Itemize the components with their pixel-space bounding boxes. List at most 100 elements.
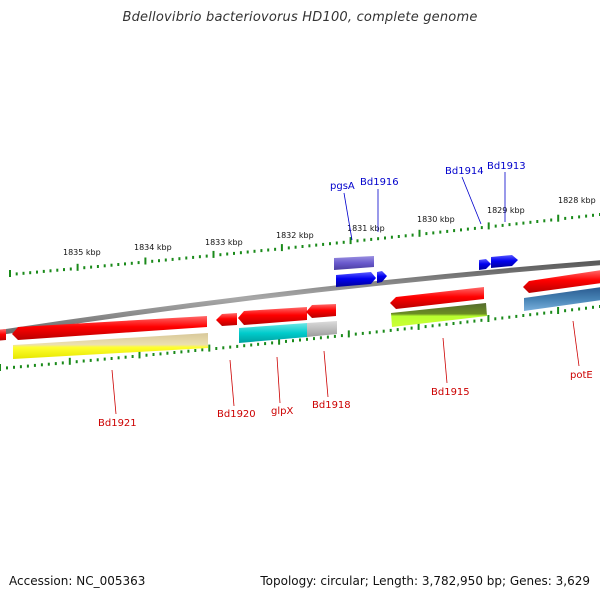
cds-Bd1915-track[interactable] [391,303,487,327]
minor-tick [271,341,274,345]
minor-tick [356,239,359,243]
gene-label-potE[interactable]: potE [570,370,593,381]
cds-Bd1913[interactable] [491,255,518,268]
minor-tick [342,240,345,244]
minor-tick [592,213,594,217]
cds-Bd1920[interactable] [216,313,237,326]
minor-tick [550,310,553,314]
cds-potE-track[interactable] [524,287,600,311]
minor-tick [363,238,366,242]
minor-tick [536,312,539,316]
minor-tick [54,362,57,366]
minor-tick [267,248,270,252]
minor-tick [459,321,462,325]
gene-label-Bd1915[interactable]: Bd1915 [431,387,470,398]
inner-tick-row [0,305,600,371]
minor-tick [264,342,267,346]
minor-tick [22,271,25,275]
scale-label: 1834 kbp [134,243,172,252]
minor-tick [480,226,483,230]
leader-Bd1920 [229,359,235,407]
cds-Bd1921-track[interactable] [13,333,208,359]
minor-tick [89,358,92,362]
minor-tick [233,251,235,255]
cds-Bd1916[interactable] [377,271,387,283]
minor-tick [431,324,434,328]
cds-pgsA[interactable] [336,272,376,287]
minor-tick [403,327,406,331]
cds-partial-left[interactable] [0,329,6,341]
minor-tick [6,366,8,370]
forward-features [334,255,518,287]
cds-Bd1915[interactable] [390,287,484,309]
minor-tick [382,329,385,333]
gene-label-Bd1921[interactable]: Bd1921 [98,418,137,429]
minor-tick [564,309,567,313]
cds-Bd1918-track[interactable] [307,321,337,337]
genome-stats-text: Topology: circular; Length: 3,782,950 bp… [260,574,590,588]
minor-tick [494,317,497,321]
minor-tick [501,223,504,227]
gene-label-Bd1920[interactable]: Bd1920 [217,409,256,420]
minor-tick [335,241,338,245]
minor-tick [322,242,325,246]
minor-tick [571,216,574,220]
minor-tick [96,358,99,362]
minor-tick [15,272,18,276]
minor-tick [274,247,277,251]
map-title: Bdellovibrio bacteriovorus HD100, comple… [122,10,478,25]
scale-label: 1831 kbp [347,224,385,233]
minor-tick [103,264,106,268]
gene-label-Bd1916[interactable]: Bd1916 [360,177,399,188]
minor-tick [361,331,364,335]
minor-tick [152,353,155,356]
minor-tick [285,339,287,343]
minor-tick [308,244,311,248]
scale-label: 1833 kbp [205,238,243,247]
leader-Bd1921 [111,369,117,415]
minor-tick [250,343,253,347]
major-tick [138,351,141,359]
minor-tick [585,214,588,218]
minor-tick [585,306,587,310]
gene-label-glpX[interactable]: glpX [271,406,293,417]
reverse-features [0,270,600,359]
major-tick [557,214,560,222]
cds-pgsA-track[interactable] [334,256,374,270]
minor-tick [550,218,553,222]
minor-tick [83,266,86,270]
minor-tick [473,319,476,323]
minor-tick [246,250,249,254]
gene-label-Bd1914[interactable]: Bd1914 [445,166,484,177]
minor-tick [529,220,532,224]
major-tick [9,270,11,277]
minor-tick [103,357,106,361]
major-tick [347,330,350,338]
minor-tick [411,233,414,237]
leader-Bd1914 [461,176,482,225]
cds-glpX-track[interactable] [239,323,307,343]
minor-tick [592,305,594,309]
cds-Bd1918[interactable] [306,304,336,318]
minor-tick [466,227,469,231]
minor-tick [194,349,197,352]
forward-gene-labels: pgsA Bd1916 Bd1914 Bd1913 [330,161,526,192]
gene-label-Bd1913[interactable]: Bd1913 [487,161,526,172]
minor-tick [29,271,32,275]
minor-tick [145,353,148,357]
label-leaders [111,320,580,415]
cds-Bd1921[interactable] [12,316,207,340]
major-tick [557,307,560,314]
minor-tick [164,258,167,262]
gene-label-pgsA[interactable]: pgsA [330,181,355,192]
minor-tick [522,314,525,317]
cds-glpX[interactable] [238,307,307,325]
gene-label-Bd1918[interactable]: Bd1918 [312,400,351,411]
cds-Bd1914[interactable] [479,259,491,270]
cds-potE[interactable] [523,270,600,293]
minor-tick [117,263,120,266]
minor-tick [564,216,567,220]
minor-tick [236,344,239,348]
scale-label: 1832 kbp [276,231,314,240]
